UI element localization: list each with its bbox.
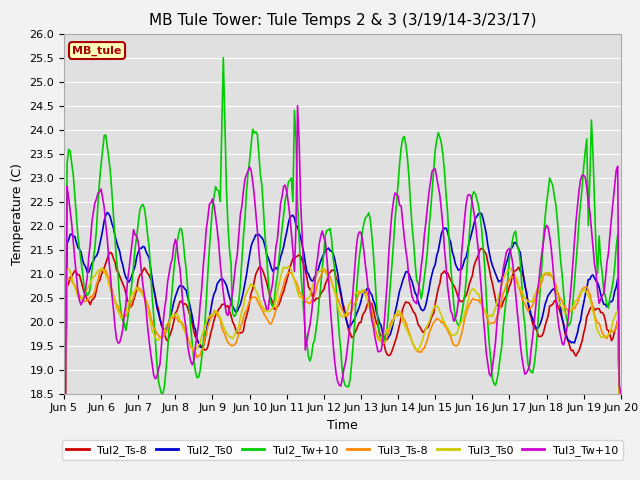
Line: Tul3_Ts-8: Tul3_Ts-8 <box>64 269 621 394</box>
Tul2_Tw+10 <box>379 341 387 347</box>
Tul3_Ts-8 <box>550 279 558 285</box>
Tul3_Ts0 <box>164 320 172 326</box>
Tul3_Ts0 <box>410 342 417 348</box>
Title: MB Tule Tower: Tule Temps 2 & 3 (3/19/14-3/23/17): MB Tule Tower: Tule Temps 2 & 3 (3/19/14… <box>148 13 536 28</box>
Tul3_Tw+10 <box>294 103 301 108</box>
Tul2_Ts0 <box>165 318 173 324</box>
Tul3_Tw+10 <box>397 203 405 209</box>
Tul2_Ts0 <box>104 210 111 216</box>
Tul2_Ts0 <box>617 391 625 396</box>
Y-axis label: Temperature (C): Temperature (C) <box>11 163 24 264</box>
Line: Tul2_Ts0: Tul2_Ts0 <box>64 213 621 394</box>
Tul3_Tw+10 <box>60 391 68 396</box>
Tul3_Tw+10 <box>410 298 417 303</box>
Legend: Tul2_Ts-8, Tul2_Ts0, Tul2_Tw+10, Tul3_Ts-8, Tul3_Ts0, Tul3_Tw+10: Tul2_Ts-8, Tul2_Ts0, Tul2_Tw+10, Tul3_Ts… <box>62 440 623 460</box>
Tul3_Ts-8 <box>76 292 83 298</box>
Tul2_Ts0 <box>76 247 83 252</box>
Tul2_Tw+10 <box>164 347 172 353</box>
Tul2_Ts-8 <box>617 391 625 396</box>
Tul2_Ts-8 <box>60 391 68 396</box>
Tul3_Ts0 <box>617 391 625 396</box>
Tul2_Ts-8 <box>76 272 83 278</box>
Tul3_Ts0 <box>550 280 558 286</box>
Line: Tul2_Tw+10: Tul2_Tw+10 <box>64 58 621 394</box>
Tul2_Ts-8 <box>164 338 172 344</box>
Tul3_Ts0 <box>76 295 83 301</box>
X-axis label: Time: Time <box>327 419 358 432</box>
Tul2_Tw+10 <box>397 145 405 151</box>
Tul3_Ts-8 <box>320 266 328 272</box>
Tul2_Tw+10 <box>220 55 227 60</box>
Tul2_Ts0 <box>550 286 558 291</box>
Tul3_Ts-8 <box>410 342 417 348</box>
Tul2_Tw+10 <box>410 239 417 245</box>
Tul3_Ts0 <box>397 313 405 319</box>
Tul2_Ts0 <box>397 283 405 289</box>
Tul2_Ts-8 <box>408 306 416 312</box>
Tul3_Tw+10 <box>76 298 83 303</box>
Tul2_Tw+10 <box>60 391 68 396</box>
Line: Tul3_Ts0: Tul3_Ts0 <box>64 266 621 394</box>
Tul3_Tw+10 <box>550 281 558 287</box>
Tul2_Ts-8 <box>477 245 485 251</box>
Tul3_Ts0 <box>284 264 292 269</box>
Tul2_Ts0 <box>60 391 68 396</box>
Tul2_Ts0 <box>410 285 417 290</box>
Tul3_Ts0 <box>379 333 387 339</box>
Tul3_Ts-8 <box>379 339 387 345</box>
Tul2_Tw+10 <box>76 246 83 252</box>
Line: Tul3_Tw+10: Tul3_Tw+10 <box>64 106 621 394</box>
Tul3_Ts-8 <box>164 325 172 331</box>
Tul2_Ts-8 <box>550 299 558 304</box>
Tul3_Ts0 <box>60 391 68 396</box>
Tul3_Tw+10 <box>164 279 172 285</box>
Line: Tul2_Ts-8: Tul2_Ts-8 <box>64 248 621 394</box>
Tul2_Ts-8 <box>377 333 385 338</box>
Tul2_Tw+10 <box>617 391 625 396</box>
Tul2_Ts0 <box>379 330 387 336</box>
Tul3_Ts-8 <box>617 391 625 396</box>
Tul2_Ts-8 <box>396 322 403 327</box>
Tul3_Ts-8 <box>397 309 405 315</box>
Tul3_Tw+10 <box>379 339 387 345</box>
Tul3_Tw+10 <box>617 391 625 396</box>
Tul3_Ts-8 <box>60 391 68 396</box>
Text: MB_tule: MB_tule <box>72 46 122 56</box>
Tul2_Tw+10 <box>550 193 558 199</box>
